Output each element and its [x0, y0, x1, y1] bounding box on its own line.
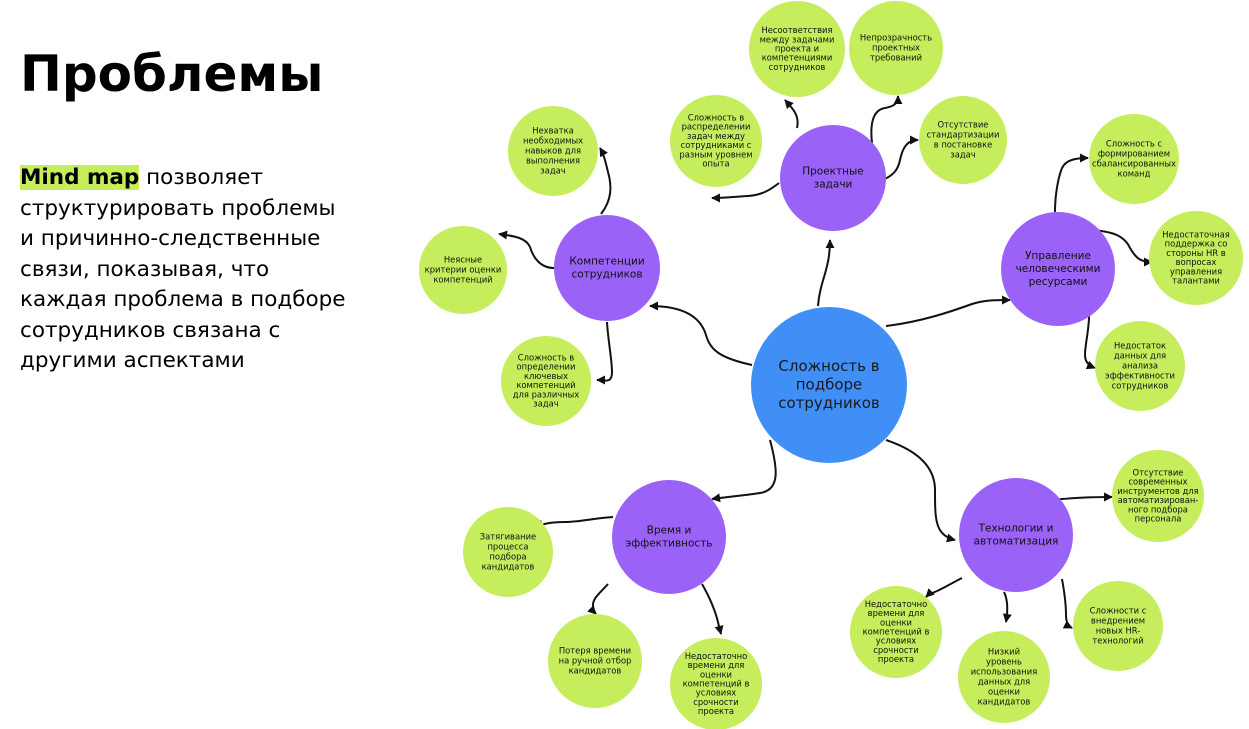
leaf-node-tasks-3-label: Отсутствие стандартизации в постановке зада… [927, 120, 1000, 160]
leaf-node-tasks-0: Несоответствия между задачами проекта и ком… [749, 1, 845, 97]
branch-node-time-circle [612, 480, 726, 594]
leaf-node-competencies-2: Сложность в определении ключевых компетенци… [501, 336, 591, 426]
leaf-node-tech-0: Отсутствие современных инструментов для авт… [1112, 450, 1204, 542]
connector-time-1 [587, 583, 609, 615]
connector-tasks-2 [711, 182, 780, 203]
leaf-node-tasks-0-circle [749, 1, 845, 97]
leaf-node-time-2-circle [670, 638, 762, 729]
connector-competencies-0 [599, 147, 612, 215]
central-node-circle [751, 307, 907, 463]
leaf-node-time-1: Потеря времени на ручной отбор кандидатов [548, 614, 642, 708]
leaf-node-hr-2: Недостаток данных для анализа эффективности… [1095, 321, 1185, 411]
leaf-node-tech-1: Недостаточно времени для оценки компетенций… [850, 586, 942, 678]
leaf-node-tasks-1-circle [849, 1, 943, 95]
branch-node-tech-label: Технологии и автоматизация [974, 523, 1059, 548]
connector-competencies-2 [596, 321, 614, 385]
connector-hr-2 [1083, 315, 1096, 370]
page-title: Проблемы [20, 45, 324, 103]
branch-node-time: Время и эффективность [612, 480, 726, 594]
leaf-node-tasks-0-label: Несоответствия между задачами проекта и ком… [760, 25, 835, 72]
leaf-node-hr-0: Сложность с формированием сбалансированных… [1089, 114, 1179, 204]
branch-node-time-label: Время и эффективность [625, 525, 712, 550]
connector-center-hr [885, 295, 1011, 327]
leaf-node-time-1-circle [548, 614, 642, 708]
leaf-node-time-0-circle [463, 507, 553, 597]
leaf-node-hr-2-label: Недостаток данных для анализа эффективности… [1105, 341, 1175, 391]
leaf-node-hr-0-label: Сложность с формированием сбалансированных… [1092, 139, 1176, 179]
leaf-node-tasks-1: Непрозрачность проектных требований [849, 1, 943, 95]
branch-node-hr-label: Управление человеческими ресурсами [1016, 250, 1101, 288]
leaf-node-time-1-label: Потеря времени на ручной отбор кандидатов [559, 646, 632, 676]
connector-time-2 [701, 583, 724, 635]
connector-hr-1 [1093, 229, 1153, 267]
leaf-node-competencies-1-label: Неясные критерии оценки компетенций [425, 255, 502, 285]
central-node: Сложность в подборе сотрудников [751, 307, 907, 463]
leaf-node-time-0-label: Затягивание процесса подбора кандидатов [480, 532, 536, 572]
leaf-node-tech-3-label: Сложности с внедрением новых HR-технологий [1090, 606, 1147, 646]
leaf-node-competencies-1: Неясные критерии оценки компетенций [419, 226, 507, 314]
leaf-node-competencies-2-label: Сложность в определении ключевых компетенци… [513, 353, 580, 409]
leaf-node-tasks-3: Отсутствие стандартизации в постановке зада… [919, 96, 1007, 184]
connector-tech-1 [925, 577, 963, 598]
leaf-node-tech-2-circle [958, 631, 1050, 723]
leaf-node-tech-1-label: Недостаточно времени для оценки компетенций… [863, 599, 930, 664]
branch-node-competencies-label: Компетенции сотрудников [569, 256, 644, 281]
leaf-node-tasks-2-circle [670, 95, 762, 187]
connector-center-tasks [817, 239, 835, 307]
leaf-node-tech-0-label: Отсутствие современных инструментов для авт… [1117, 468, 1198, 524]
leaf-node-hr-0-circle [1089, 114, 1179, 204]
leaf-node-tech-3: Сложности с внедрением новых HR-технологий [1073, 581, 1163, 671]
leaf-node-time-0: Затягивание процесса подбора кандидатов [463, 507, 553, 597]
leaf-node-tasks-2-label: Сложность в распределении задач между сотру… [679, 113, 752, 169]
leaf-node-tasks-1-label: Непрозрачность проектных требований [860, 33, 932, 63]
central-node-label: Сложность в подборе сотрудников [778, 357, 880, 412]
leaf-node-tech-3-circle [1073, 581, 1163, 671]
connector-tasks-3 [881, 135, 919, 181]
leaf-node-hr-1-circle [1149, 211, 1243, 305]
connector-center-competencies [649, 301, 753, 366]
leaf-node-hr-2-circle [1095, 321, 1185, 411]
description: Mind map позволяет структурировать пробл… [20, 163, 350, 377]
connector-tasks-1 [870, 95, 903, 144]
branch-node-tech-circle [959, 478, 1073, 592]
branch-node-tasks-circle [780, 125, 886, 231]
connector-tech-0 [1052, 492, 1113, 502]
connector-tasks-0 [784, 99, 799, 129]
description-text: позволяет структурировать проблемы и при… [20, 165, 346, 373]
branch-node-hr: Управление человеческими ресурсами [1001, 212, 1115, 326]
branch-node-hr-circle [1001, 212, 1115, 326]
branch-node-competencies: Компетенции сотрудников [554, 215, 660, 321]
connector-hr-0 [1054, 153, 1089, 213]
leaf-node-time-2: Недостаточно времени для оценки компетенций… [670, 638, 762, 729]
leaf-node-competencies-2-circle [501, 336, 591, 426]
leaf-node-tasks-2: Сложность в распределении задач между сотру… [670, 95, 762, 187]
connector-tech-2 [1002, 591, 1012, 623]
leaf-node-tech-1-circle [850, 586, 942, 678]
leaf-node-hr-1: Недостаточная поддержка со стороны HR в воп… [1149, 211, 1243, 305]
branch-node-tasks: Проектные задачи [780, 125, 886, 231]
branch-node-tech: Технологии и автоматизация [959, 478, 1073, 592]
leaf-node-competencies-0: Нехватка необходимых навыков для выполнения… [508, 106, 598, 196]
connector-competencies-1 [498, 230, 555, 269]
leaf-node-tech-2-label: Низкий уровень использования данных для оцен… [971, 647, 1038, 707]
branch-node-competencies-circle [554, 215, 660, 321]
leaf-node-time-2-label: Недостаточно времени для оценки компетенций… [683, 651, 750, 716]
connector-center-time [711, 439, 777, 503]
leaf-node-competencies-1-circle [419, 226, 507, 314]
connector-tech-3 [1061, 578, 1073, 629]
leaf-node-tech-2: Низкий уровень использования данных для оцен… [958, 631, 1050, 723]
leaf-node-competencies-0-circle [508, 106, 598, 196]
leaf-node-hr-1-label: Недостаточная поддержка со стороны HR в воп… [1162, 230, 1230, 286]
connector-time-0 [534, 516, 614, 529]
leaf-node-tasks-3-circle [919, 96, 1007, 184]
leaf-node-competencies-0-label: Нехватка необходимых навыков для выполнения… [523, 126, 583, 176]
branch-node-tasks-label: Проектные задачи [802, 166, 864, 191]
description-highlight: Mind map [20, 165, 140, 190]
connector-center-tech [885, 439, 956, 543]
leaf-node-tech-0-circle [1112, 450, 1204, 542]
